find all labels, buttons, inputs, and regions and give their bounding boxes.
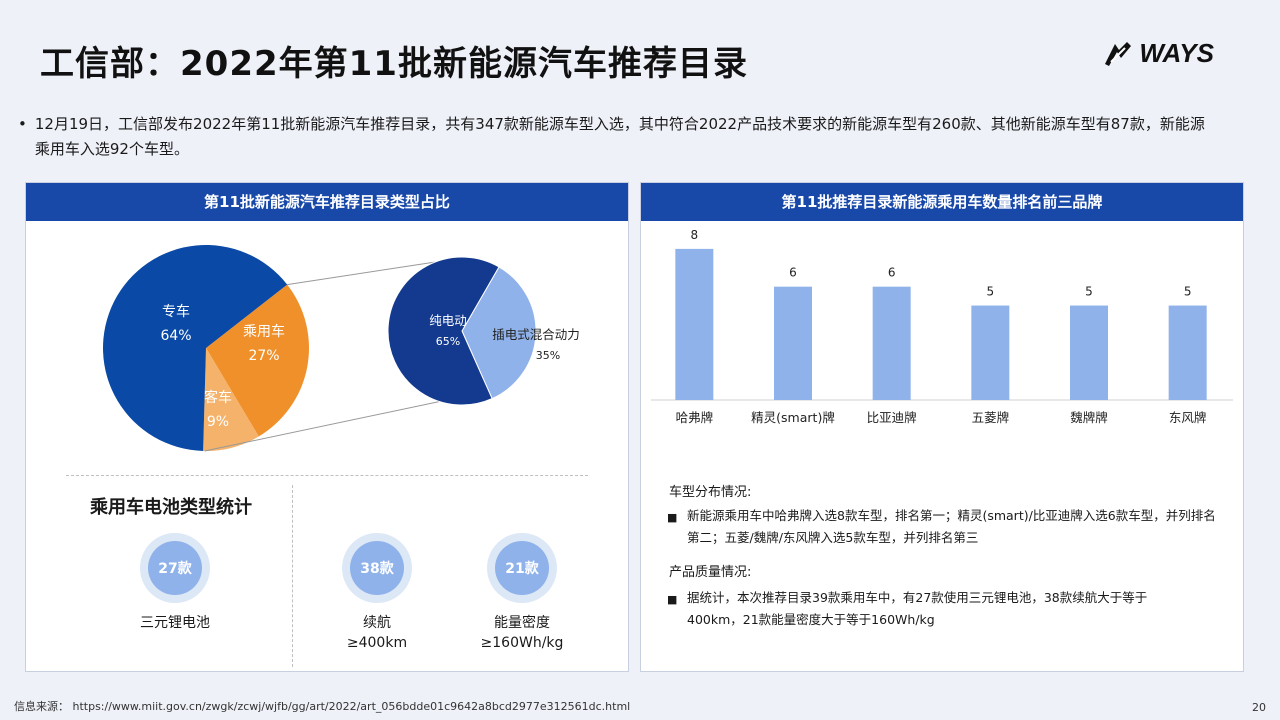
badge-range: 38款 — [342, 533, 412, 603]
divider — [66, 475, 588, 476]
bar — [1070, 305, 1108, 400]
note-title: 车型分布情况: — [669, 485, 752, 500]
pie-slice — [203, 348, 259, 451]
note-marker: ■ — [667, 593, 678, 606]
note-marker: ■ — [667, 511, 678, 524]
badge-label: 续航 ≥400km — [346, 615, 408, 651]
page-title: 工信部：2022年第11批新能源汽车推荐目录 — [40, 44, 748, 84]
left-panel: 第11批新能源汽车推荐目录类型占比 专车 64% 乘用车 27% 客车 9% 纯电动 65% 插… — [25, 182, 629, 672]
category-label: 东风牌 — [1169, 410, 1207, 425]
battery-section-title: 乘用车电池类型统计 — [90, 497, 252, 518]
pie-value-label: 27% — [248, 348, 279, 364]
note-title: 产品质量情况: — [669, 565, 752, 580]
category-label: 精灵(smart)牌 — [751, 410, 835, 425]
bar — [1168, 305, 1207, 400]
sub-pie-value-label: 35% — [536, 349, 560, 362]
bar — [971, 305, 1010, 400]
note-text: 新能源乘用车中哈弗牌入选8款车型，排名第一；精灵(smart)/比亚迪牌入选6款… — [687, 508, 1216, 545]
summary-bullet: • — [18, 115, 27, 133]
bar-value-label: 6 — [888, 266, 896, 280]
summary-text: 12月19日，工信部发布2022年第11批新能源汽车推荐目录，共有347款新能源… — [34, 115, 1205, 158]
note-text: 据统计，本次推荐目录39款乘用车中，有27款使用三元锂电池，38款续航大于等于4… — [687, 590, 1148, 627]
badge-value: 27款 — [148, 541, 202, 595]
pie-value-label: 9% — [207, 414, 229, 430]
sub-pie-label: 纯电动 — [429, 313, 467, 328]
bar-value-label: 5 — [1184, 285, 1192, 299]
page-number: 20 — [1252, 701, 1266, 714]
pie-label: 专车 — [162, 303, 190, 320]
logo-mark-icon — [1105, 41, 1132, 66]
category-label: 哈弗牌 — [676, 410, 714, 425]
connector-line — [204, 400, 443, 452]
type-pie-chart: 专车 64% 乘用车 27% 客车 9% 纯电动 65% 插电式混合动力 35% — [103, 244, 580, 452]
bar-value-label: 5 — [987, 285, 995, 299]
summary: • 12月19日，工信部发布2022年第11批新能源汽车推荐目录，共有347款新… — [18, 112, 1208, 162]
badge-label: 能量密度 ≥160Wh/kg — [480, 615, 564, 651]
badge-value: 38款 — [350, 541, 404, 595]
pie-value-label: 64% — [160, 328, 191, 344]
divider — [292, 485, 293, 667]
sub-pie-label: 插电式混合动力 — [492, 327, 580, 342]
pie-label: 乘用车 — [243, 323, 285, 340]
pie-label: 客车 — [204, 389, 232, 406]
brand-bar-chart: 8 哈弗牌 6 精灵(smart)牌 6 比亚迪牌 5 五菱牌 5 魏牌牌 5 东风牌 — [651, 228, 1233, 425]
category-label: 五菱牌 — [972, 410, 1010, 425]
bar — [675, 248, 714, 400]
logo: WAYS — [1101, 38, 1214, 69]
logo-text: WAYS — [1139, 38, 1214, 68]
pie-slice — [103, 244, 288, 451]
sub-pie-slice — [387, 256, 500, 406]
category-label: 魏牌牌 — [1070, 410, 1108, 425]
right-panel: 第11批推荐目录新能源乘用车数量排名前三品牌 8 哈弗牌 6 精灵(smart)牌 6 比… — [640, 182, 1244, 672]
badge-ternary: 27款 — [140, 533, 210, 603]
bar-value-label: 5 — [1085, 285, 1093, 299]
left-panel-header: 第11批新能源汽车推荐目录类型占比 — [26, 183, 628, 221]
bar-value-label: 6 — [789, 266, 797, 280]
bar — [774, 286, 812, 400]
bar-value-label: 8 — [691, 228, 699, 242]
connector-line — [287, 260, 443, 286]
pie-slice — [206, 284, 309, 437]
badge-density: 21款 — [487, 533, 557, 603]
right-panel-header: 第11批推荐目录新能源乘用车数量排名前三品牌 — [641, 183, 1243, 221]
source-note: 信息来源： https://www.miit.gov.cn/zwgk/zcwj/… — [14, 700, 631, 713]
category-label: 比亚迪牌 — [867, 410, 917, 425]
sub-pie-value-label: 65% — [436, 335, 460, 348]
badge-label: 三元锂电池 — [140, 615, 210, 631]
badge-value: 21款 — [495, 541, 549, 595]
bar — [872, 286, 911, 400]
